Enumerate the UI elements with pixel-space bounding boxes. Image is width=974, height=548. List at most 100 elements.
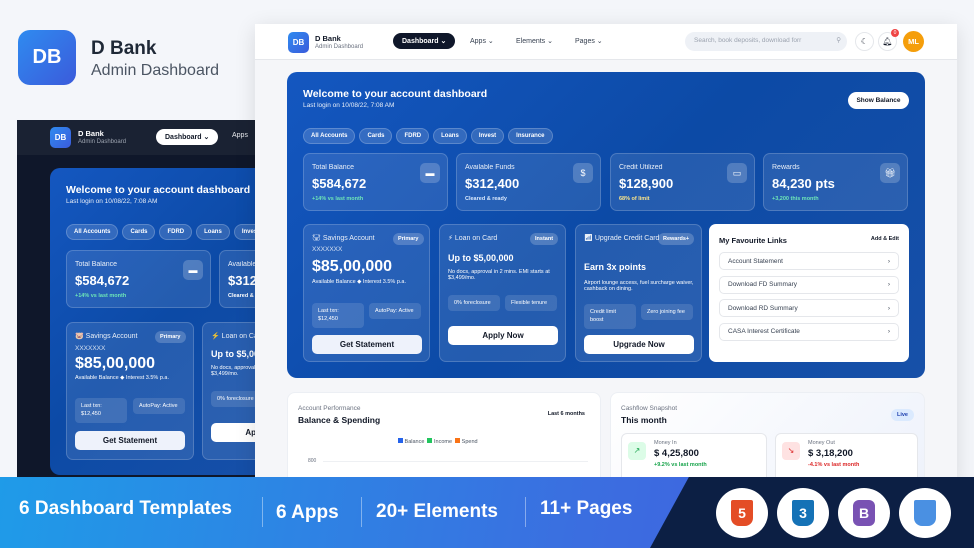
- divider: [361, 497, 362, 527]
- label: Savings Account: [322, 235, 375, 242]
- chip[interactable]: FDRD: [159, 224, 193, 240]
- notification-badge: 0: [891, 29, 899, 37]
- savings-card: 🐷︎ Savings Account Primary XXXXXXX $85,0…: [303, 224, 430, 362]
- add-edit-link[interactable]: Add & Edit: [870, 236, 899, 242]
- gridline: [323, 461, 588, 462]
- nav-label: Pages: [575, 38, 595, 45]
- upgrade-badge: Rewards+: [658, 233, 695, 245]
- divider: [525, 497, 526, 527]
- upgrade-card: 📶︎ Upgrade Credit Card Rewards+ Earn 3x …: [575, 224, 702, 362]
- favourites-list: Account Statement › Download FD Summary › …: [719, 252, 899, 346]
- nav-dashboard[interactable]: Dashboard ⌄: [393, 33, 456, 49]
- dark-brand: D Bank: [78, 129, 104, 138]
- chip-insurance[interactable]: Insurance: [508, 128, 553, 144]
- dark-savings-card: 🐷 Savings Account Primary XXXXXXX $85,00…: [66, 322, 194, 460]
- last-txn: Last txn: $12,450: [75, 398, 127, 423]
- navbar-brand-sub: Admin Dashboard: [315, 44, 364, 50]
- show-balance-button[interactable]: Show Balance: [848, 92, 909, 109]
- search-icon[interactable]: ⚲: [836, 37, 841, 44]
- apply-now-button[interactable]: Apply Now: [211, 423, 262, 442]
- dark-chips: All Accounts Cards FDRD Loans Invest: [66, 220, 262, 240]
- savings-desc: Available Balance ◆ Interest 3.5% p.a.: [75, 375, 170, 381]
- chip[interactable]: Invest: [233, 224, 262, 240]
- chip-cards[interactable]: Cards: [359, 128, 393, 144]
- stat-card: Rewards 84,230 pts +3,200 this month 🎁︎: [763, 153, 908, 211]
- stat-value: $312,400: [465, 176, 520, 191]
- stat-note: +14% vs last month: [312, 196, 364, 202]
- performance-label: Account Performance: [298, 405, 361, 412]
- savings-amount: $85,00,000: [75, 355, 156, 372]
- live-badge: Live: [890, 409, 914, 421]
- chip-all-accounts[interactable]: All Accounts: [303, 128, 356, 144]
- upgrade-offer: Earn 3x points: [584, 262, 647, 272]
- cashflow-panel: Cashflow Snapshot This month Live ↗ Mone…: [610, 392, 925, 484]
- stat-note: Cleared & ready: [228, 293, 262, 299]
- upgrade-now-button[interactable]: Upgrade Now: [584, 335, 694, 354]
- performance-panel: Account Performance Balance & Spending L…: [287, 392, 601, 484]
- favourite-link[interactable]: Download RD Summary ›: [719, 299, 899, 317]
- loan-desc: No docs, approval in 2 mins. EMI starts …: [448, 269, 550, 281]
- dark-brand-sub: Admin Dashboard: [78, 139, 127, 145]
- label: Savings Account: [85, 333, 138, 340]
- trend-down-icon: ↘: [782, 442, 800, 460]
- account-number: XXXXXXX: [75, 345, 106, 352]
- chip[interactable]: Loans: [196, 224, 230, 240]
- chip-invest[interactable]: Invest: [470, 128, 505, 144]
- upgrade-desc: Airport lounge access, fuel surcharge wa…: [584, 280, 694, 292]
- piggy-bank-icon: 🐷︎: [312, 235, 321, 242]
- account-number: XXXXXXX: [312, 246, 343, 253]
- autopay: AutoPay: Active: [133, 398, 185, 415]
- theme-toggle-moon-icon[interactable]: ☾: [855, 32, 874, 51]
- loan-amount: Up to $5,00,000: [448, 253, 514, 263]
- gift-icon: 🎁︎: [880, 163, 900, 183]
- trend-up-icon: ↗: [628, 442, 646, 460]
- stat-label: Total Balance: [312, 164, 355, 171]
- loan-card: ⚡︎ Loan on Card Instant Up to $5,00,000 …: [439, 224, 566, 362]
- favourite-link[interactable]: Account Statement ›: [719, 252, 899, 270]
- stat-label: Available Funds: [465, 164, 515, 171]
- favourite-link[interactable]: CASA Interest Certificate ›: [719, 322, 899, 341]
- loan-title: ⚡ Loan on Card: [211, 332, 262, 340]
- nav-pages[interactable]: Pages ⌄: [575, 38, 603, 45]
- search-input[interactable]: Search, book deposits, download forr ⚲: [685, 32, 847, 51]
- stat-label: Available Funds: [228, 261, 262, 268]
- loan-feature: Flexible tenure: [505, 295, 557, 312]
- chip-loans[interactable]: Loans: [433, 128, 467, 144]
- tech-badge: [914, 500, 936, 526]
- range-select[interactable]: Last 6 months: [547, 411, 585, 417]
- dark-nav-apps[interactable]: Apps: [232, 132, 248, 139]
- stat-value: 84,230 pts: [772, 176, 835, 191]
- dark-hero-title: Welcome to your account dashboard: [66, 184, 251, 196]
- dark-stat-funds: Available Funds $312,400 Cleared & ready: [219, 250, 262, 308]
- favourite-link[interactable]: Download FD Summary ›: [719, 275, 899, 294]
- light-preview: DB D Bank Admin Dashboard Dashboard ⌄ Ap…: [255, 24, 957, 484]
- nav-apps[interactable]: Apps ⌄: [470, 38, 494, 45]
- dark-nav-dashboard[interactable]: Dashboard ⌄: [156, 129, 219, 145]
- label: Loan on Card: [454, 235, 498, 242]
- apply-now-button[interactable]: Apply Now: [448, 326, 558, 345]
- navbar-logo[interactable]: DB: [288, 32, 309, 53]
- loan-feature: 0% foreclosure: [448, 295, 500, 312]
- performance-title: Balance & Spending: [298, 415, 381, 425]
- stat-card: Total Balance $584,672 +14% vs last mont…: [303, 153, 448, 211]
- savings-amount: $85,00,000: [312, 258, 393, 275]
- get-statement-button[interactable]: Get Statement: [75, 431, 185, 450]
- dark-header: DB D Bank Admin Dashboard Dashboard ⌄ Ap…: [17, 120, 262, 155]
- chip-fdrd[interactable]: FDRD: [396, 128, 430, 144]
- dark-logo: DB: [50, 127, 71, 148]
- bell-icon[interactable]: 🔔︎: [878, 32, 897, 51]
- savings-title: 🐷 Savings Account: [75, 333, 138, 340]
- loan-title: ⚡︎ Loan on Card: [448, 234, 497, 242]
- chip[interactable]: Cards: [122, 224, 156, 240]
- loan-desc: No docs, approval in 2 mins. EMI starts …: [211, 365, 262, 377]
- get-statement-button[interactable]: Get Statement: [312, 335, 422, 354]
- money-out-card: ↘ Money Out $ 3,18,200 -4.1% vs last mon…: [775, 433, 918, 483]
- cashflow-label: Cashflow Snapshot: [621, 405, 678, 412]
- chart-legend: Balance Income Spend: [398, 438, 478, 445]
- link-label: Account Statement: [728, 257, 783, 265]
- css3-icon: 3: [777, 488, 829, 538]
- nav-elements[interactable]: Elements ⌄: [516, 38, 553, 45]
- chip[interactable]: All Accounts: [66, 224, 119, 240]
- stat-label: Credit Utilized: [619, 164, 663, 171]
- avatar[interactable]: ML: [903, 31, 924, 52]
